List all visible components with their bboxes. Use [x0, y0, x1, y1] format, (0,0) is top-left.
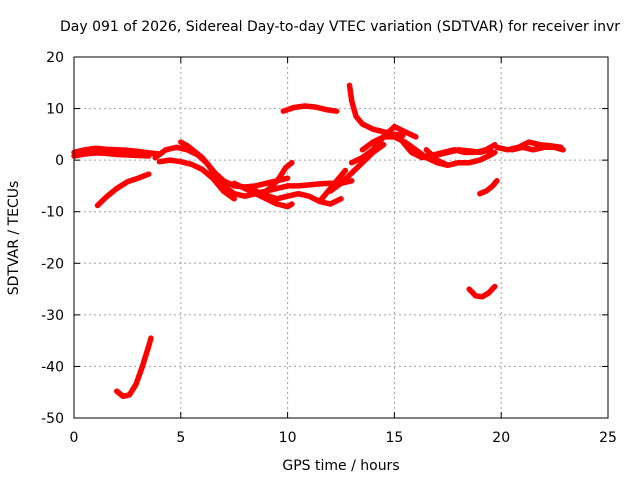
x-tick-label: 15 [385, 430, 403, 446]
y-tick-label: 0 [55, 153, 64, 169]
x-tick-label: 20 [492, 430, 510, 446]
chart-title: Day 091 of 2026, Sidereal Day-to-day VTE… [60, 19, 620, 35]
plot-frame [73, 56, 609, 419]
x-tick-label: 10 [279, 430, 297, 446]
y-tick-label: 10 [46, 102, 64, 118]
data-series [71, 82, 566, 400]
series-track-3 [94, 171, 152, 209]
y-tick-label: -10 [41, 205, 64, 221]
series-track-20 [477, 178, 500, 197]
x-axis-label: GPS time / hours [282, 458, 399, 474]
series-track-21 [466, 283, 498, 300]
x-tick-label: 0 [70, 430, 79, 446]
x-tick-label: 25 [599, 430, 617, 446]
series-track-23 [509, 144, 566, 153]
series-track-13 [327, 141, 387, 194]
series-track-19 [434, 147, 494, 158]
series-track-14 [346, 82, 406, 139]
grid [74, 57, 608, 418]
y-tick-label: -40 [41, 359, 64, 375]
y-tick-label: 20 [46, 50, 64, 66]
series-track-9 [242, 185, 344, 207]
series-track-4 [113, 335, 154, 400]
series-track-2 [71, 150, 152, 159]
series-track-18 [423, 147, 498, 169]
series-track-1 [71, 145, 163, 157]
series-track-11 [316, 167, 349, 205]
y-axis-label: SDTVAR / TECUs [6, 181, 22, 296]
axis-ticks: 0 5 10 15 20 25 -50 -40 -30 -20 -10 0 10 20 [41, 50, 617, 446]
series-track-7 [156, 157, 237, 202]
y-tick-label: -50 [41, 411, 64, 427]
series-track-12 [280, 103, 340, 114]
series-track-10 [263, 159, 295, 194]
y-tick-label: -20 [41, 256, 64, 272]
y-tick-label: -30 [41, 308, 64, 324]
x-tick-label: 5 [176, 430, 185, 446]
